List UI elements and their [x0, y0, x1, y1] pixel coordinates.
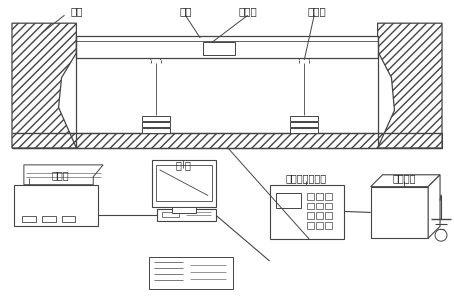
Bar — [325, 193, 332, 200]
Bar — [307, 212, 314, 219]
Text: 基础: 基础 — [70, 6, 83, 16]
Bar — [307, 202, 314, 209]
Bar — [62, 216, 75, 222]
Bar — [22, 216, 36, 222]
Bar — [162, 212, 179, 217]
Bar — [276, 193, 301, 208]
Bar — [157, 209, 216, 221]
Bar — [307, 193, 314, 200]
Bar — [325, 222, 332, 229]
Bar — [307, 222, 314, 229]
Bar — [316, 212, 323, 219]
Bar — [156, 165, 212, 201]
Bar — [142, 116, 169, 121]
Bar — [325, 212, 332, 219]
Bar — [203, 42, 235, 55]
PathPatch shape — [378, 23, 442, 148]
Text: 接线盒: 接线盒 — [238, 6, 257, 16]
Text: 称重显示控制器: 称重显示控制器 — [286, 173, 327, 183]
Text: 稳压电源: 稳压电源 — [393, 173, 416, 183]
Bar — [76, 36, 378, 58]
Bar — [42, 216, 55, 222]
Bar — [149, 257, 233, 289]
Bar — [325, 202, 332, 209]
Circle shape — [435, 229, 447, 241]
PathPatch shape — [24, 165, 103, 185]
Bar — [291, 128, 318, 133]
Text: 称台: 称台 — [179, 6, 192, 16]
Text: 微 机: 微 机 — [176, 160, 191, 170]
Bar — [12, 133, 442, 148]
PathPatch shape — [428, 175, 440, 238]
Bar — [142, 128, 169, 133]
Bar — [316, 202, 323, 209]
PathPatch shape — [370, 175, 440, 187]
Bar — [270, 185, 344, 239]
Bar — [142, 122, 169, 127]
Text: 打印机: 打印机 — [52, 170, 69, 180]
Text: 传感器: 传感器 — [308, 6, 326, 16]
Bar — [14, 185, 98, 226]
Bar — [370, 187, 428, 238]
PathPatch shape — [12, 23, 76, 148]
Bar — [291, 116, 318, 121]
Bar — [152, 160, 216, 208]
Bar — [316, 222, 323, 229]
Bar — [291, 122, 318, 127]
Bar — [172, 208, 196, 213]
Bar — [316, 193, 323, 200]
